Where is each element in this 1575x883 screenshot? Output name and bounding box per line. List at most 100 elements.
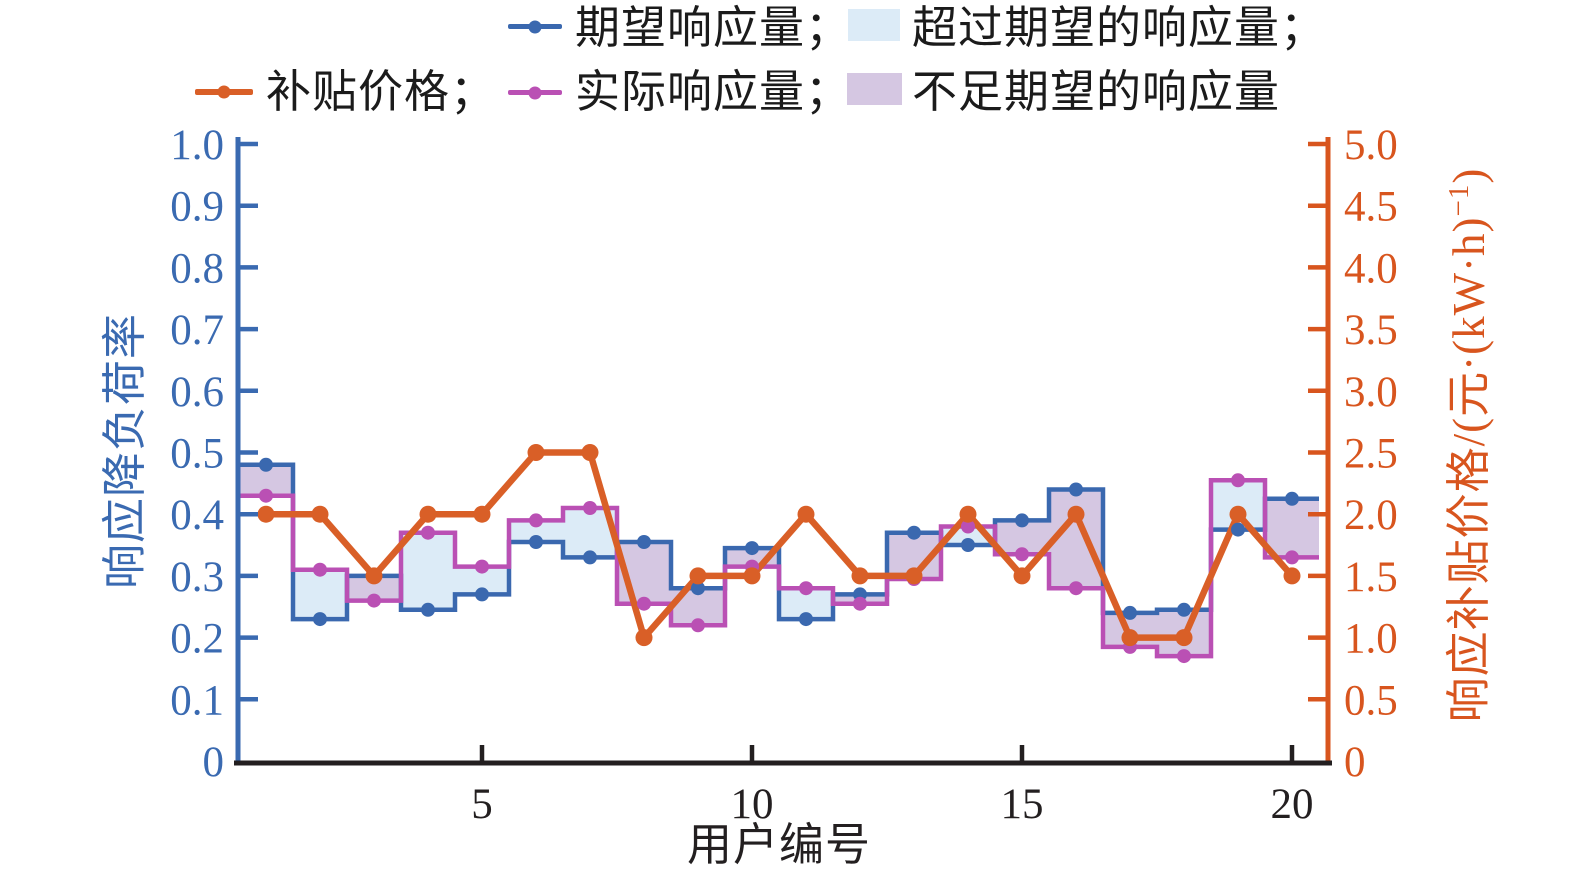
x-axis-tick-label: 20 — [1271, 781, 1314, 828]
legend-label-expected: 期望响应量； — [575, 3, 852, 53]
price-marker — [1175, 629, 1193, 647]
expected-marker — [1123, 605, 1137, 620]
left-axis-title: 响应降负荷率 — [100, 313, 150, 590]
legend-label-exceed: 超过期望的响应量； — [912, 3, 1327, 53]
actual-marker — [529, 513, 543, 528]
left-axis-tick-label: 0.7 — [170, 307, 224, 354]
actual-marker — [421, 525, 435, 540]
price-marker — [959, 505, 977, 523]
price-marker — [473, 505, 491, 523]
actual-marker — [637, 596, 651, 611]
expected-marker — [1285, 491, 1299, 506]
price-marker — [689, 567, 707, 585]
price-marker — [1229, 505, 1247, 523]
left-axis-tick-label: 0 — [203, 739, 225, 786]
left-axis-tick-label: 1.0 — [170, 122, 224, 169]
actual-marker — [1285, 550, 1299, 565]
expected-marker — [583, 550, 597, 565]
expected-marker — [745, 541, 759, 556]
expected-marker — [691, 581, 705, 596]
expected-marker — [637, 535, 651, 549]
actual-marker — [1177, 649, 1191, 664]
price-marker — [1283, 567, 1301, 585]
x-axis-tick-label: 15 — [1001, 781, 1044, 828]
price-marker — [311, 505, 329, 523]
exceed-fill-bar — [509, 520, 563, 542]
left-axis-tick-label: 0.8 — [170, 245, 224, 292]
left-axis-tick-label: 0.6 — [170, 369, 224, 416]
expected-marker — [529, 535, 543, 549]
right-axis-tick-label: 2.0 — [1344, 492, 1398, 539]
x-axis-tick-label: 5 — [471, 781, 493, 828]
price-marker — [797, 505, 815, 523]
right-axis-title: 响应补贴价格/(元·(kW·h)−1) — [1443, 167, 1494, 723]
expected-marker — [961, 538, 975, 552]
right-axis-tick-label: 0.5 — [1344, 677, 1398, 724]
right-axis-tick-label: 0 — [1344, 739, 1366, 786]
legend-label-short: 不足期望的响应量 — [912, 67, 1281, 117]
price-marker — [743, 567, 761, 585]
expected-marker — [1015, 513, 1029, 528]
price-marker — [1067, 505, 1085, 523]
actual-line-legend-sample — [508, 86, 562, 99]
exceed-fill-bar — [401, 532, 455, 610]
actual-marker — [961, 519, 975, 534]
right-axis-tick-label: 4.0 — [1344, 245, 1398, 292]
left-axis-tick-label: 0.9 — [170, 184, 224, 231]
right-axis-tick-label: 2.5 — [1344, 431, 1398, 478]
price-marker — [635, 629, 653, 647]
right-axis-tick-label: 4.5 — [1344, 184, 1398, 231]
x-axis-title: 用户编号 — [686, 820, 871, 870]
actual-marker — [367, 593, 381, 608]
right-axis-tick-label: 1.0 — [1344, 616, 1398, 663]
price-line — [262, 449, 1296, 641]
expected-line-legend-sample — [508, 20, 562, 33]
exceed-fill-legend-swatch — [848, 9, 900, 41]
price-marker — [905, 567, 923, 585]
price-marker — [527, 444, 545, 461]
actual-marker — [691, 618, 705, 633]
actual-marker — [853, 596, 867, 611]
price-marker — [581, 444, 599, 461]
actual-marker — [583, 501, 597, 515]
expected-marker — [421, 602, 435, 617]
actual-marker — [1069, 581, 1083, 596]
expected-marker — [259, 457, 273, 472]
right-axis-tick-label: 3.0 — [1344, 369, 1398, 416]
expected-marker — [1231, 522, 1245, 537]
legend-label-actual: 实际响应量； — [575, 67, 852, 117]
price-marker — [1121, 629, 1139, 647]
expected-marker — [313, 612, 327, 627]
price-marker — [1013, 567, 1031, 585]
price-marker — [257, 505, 275, 523]
legend-label-price: 补贴价格； — [266, 67, 497, 117]
actual-marker — [1231, 473, 1245, 488]
actual-marker — [475, 559, 489, 574]
right-axis-tick-label: 3.5 — [1344, 307, 1398, 354]
right-axis-tick-label: 1.5 — [1344, 554, 1398, 601]
left-axis-tick-label: 0.4 — [170, 492, 224, 539]
actual-marker — [313, 562, 327, 577]
expected-marker — [907, 525, 921, 540]
actual-marker — [259, 488, 273, 503]
actual-marker — [799, 581, 813, 596]
short-fill-legend-swatch — [847, 73, 902, 105]
left-axis-tick-label: 0.2 — [170, 616, 224, 663]
price-line-legend-sample — [195, 85, 253, 99]
price-marker — [365, 567, 383, 585]
expected-marker — [1177, 602, 1191, 617]
price-marker — [851, 567, 869, 585]
left-axis-tick-label: 0.1 — [170, 677, 224, 724]
right-axis-tick-label: 5.0 — [1344, 122, 1398, 169]
expected-marker — [1069, 482, 1083, 497]
expected-marker — [799, 612, 813, 627]
x-axis-tick-label: 10 — [731, 781, 774, 828]
short-fill-bar — [1265, 498, 1319, 558]
left-axis-tick-label: 0.5 — [170, 431, 224, 478]
exceed-fill-bar — [293, 569, 347, 620]
actual-marker — [1015, 547, 1029, 562]
price-marker — [419, 505, 437, 523]
expected-marker — [475, 587, 489, 602]
